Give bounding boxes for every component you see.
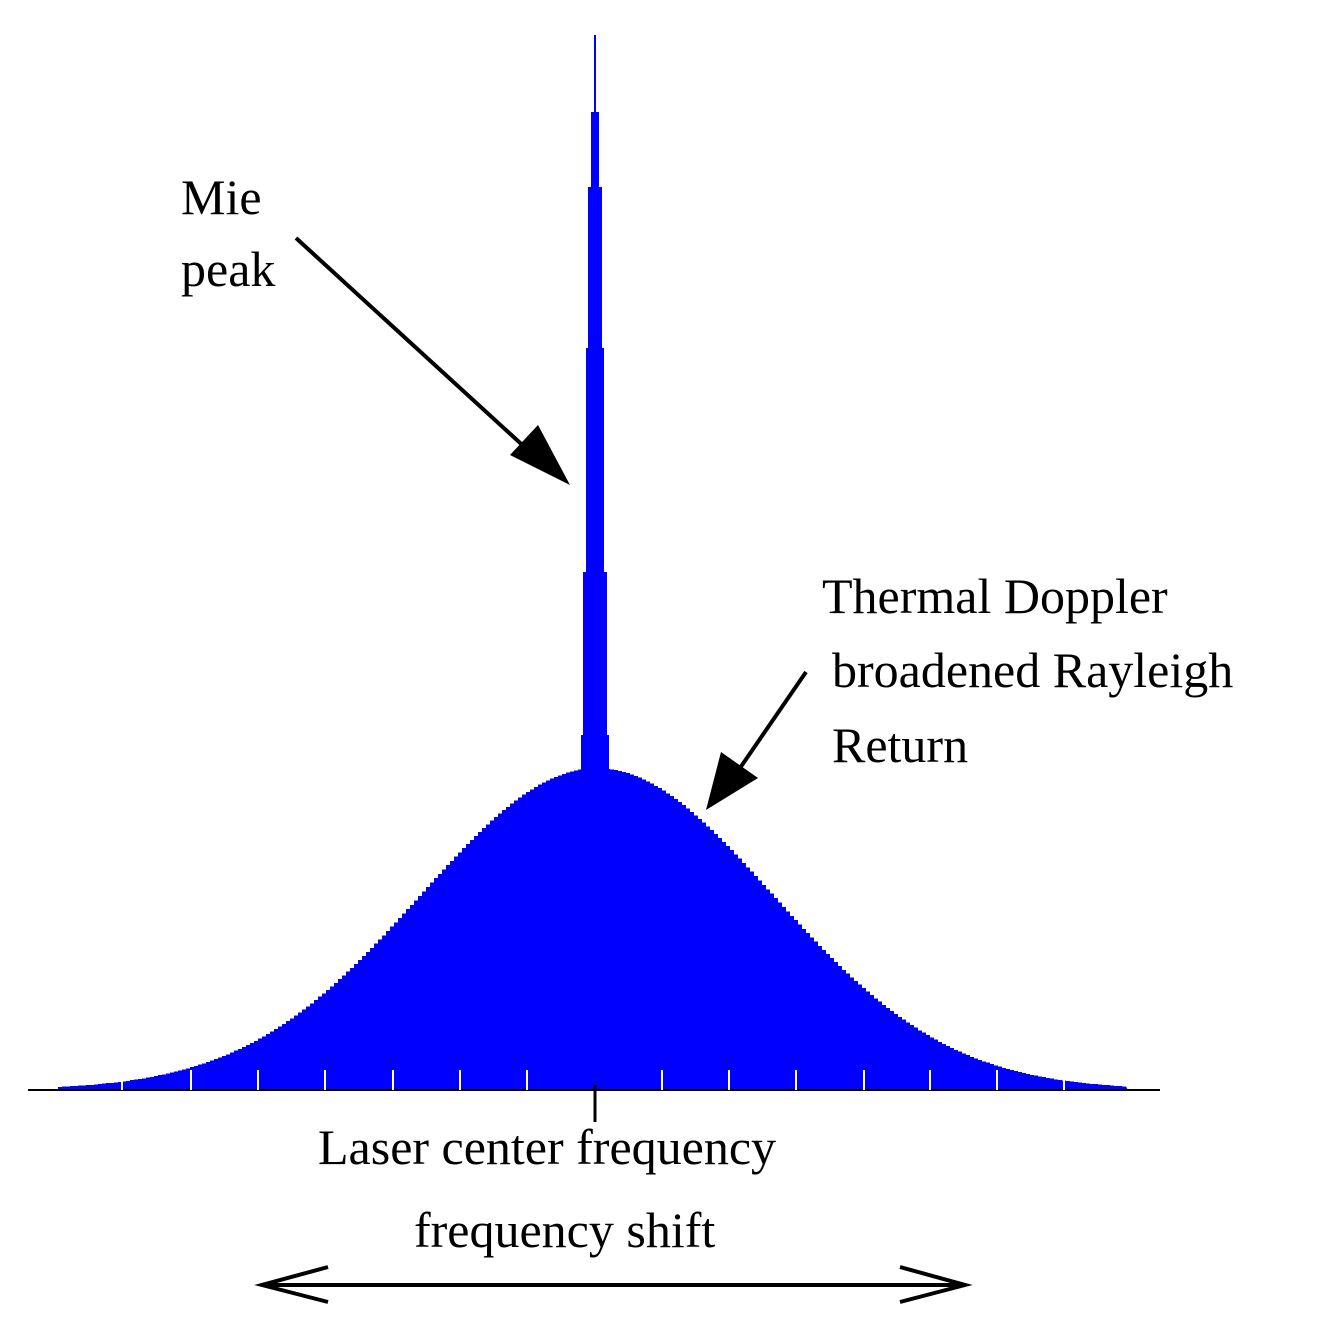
mie-pointer-arrow-shaft: [294, 236, 532, 454]
axis-ticks: [121, 1070, 1065, 1090]
frequency-shift-arrow-right-head: [899, 1265, 973, 1304]
mie-label-line2: peak: [181, 241, 276, 297]
mie-label-line1: Mie: [181, 169, 262, 225]
frequency-shift-arrow-left-head: [254, 1265, 329, 1304]
rayleigh-pointer-arrow-shaft: [738, 670, 808, 770]
rayleigh-label-line3: Return: [832, 717, 969, 773]
mie-pointer-arrowhead: [510, 425, 570, 485]
rayleigh-pointer-arrowhead: [706, 752, 758, 810]
rayleigh-label-line2: broadened Rayleigh: [832, 642, 1234, 698]
mie-spike-segment-6: [594, 35, 596, 1090]
frequency-shift-label: frequency shift: [414, 1202, 716, 1258]
center-frequency-label: Laser center frequency: [318, 1119, 777, 1175]
rayleigh-label-line1: Thermal Doppler: [822, 568, 1168, 624]
mie-peak-spike: [581, 35, 609, 1090]
